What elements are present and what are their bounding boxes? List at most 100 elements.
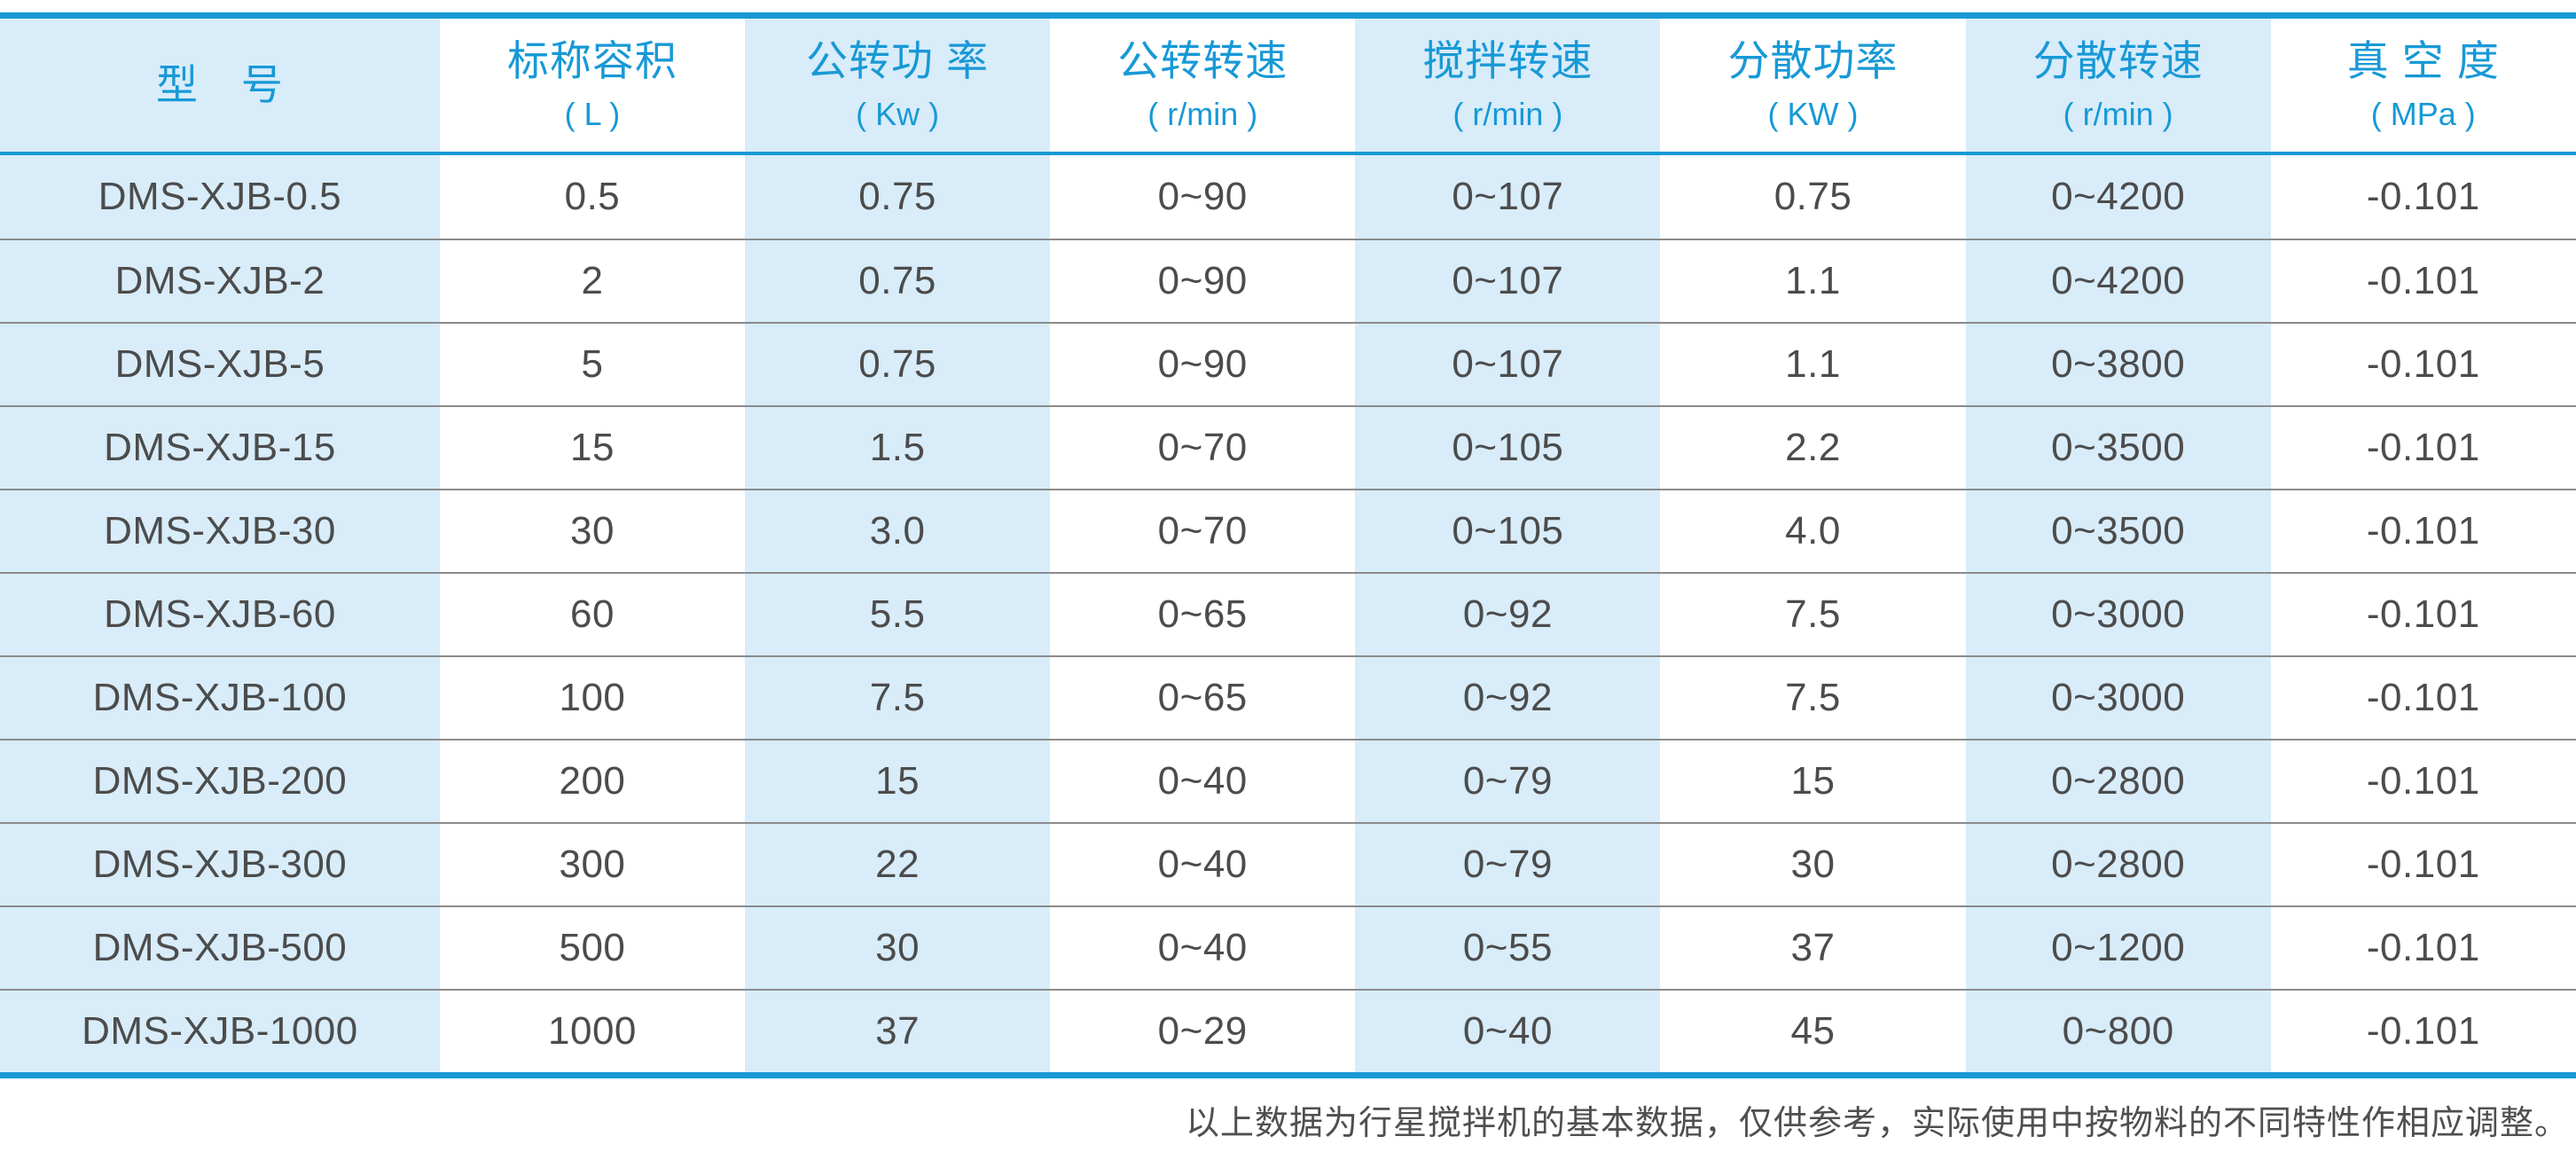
top-margin — [0, 0, 2576, 12]
cell-stir-speed: 0~55 — [1355, 907, 1661, 989]
cell-capacity: 0.5 — [439, 155, 746, 239]
header-unit: ( r/min ) — [2063, 96, 2173, 133]
cell-disperse-power: 15 — [1660, 741, 1966, 822]
cell-stir-speed: 0~105 — [1355, 490, 1661, 572]
header-unit: ( L ) — [564, 96, 621, 133]
cell-disperse-speed: 0~3500 — [1965, 490, 2271, 572]
cell-capacity: 1000 — [439, 991, 746, 1072]
table-row: DMS-XJB-0.5 0.5 0.75 0~90 0~107 0.75 0~4… — [0, 155, 2576, 239]
cell-revolution-power: 37 — [745, 991, 1051, 1072]
cell-model: DMS-XJB-0.5 — [0, 155, 440, 239]
table-bottom-border — [0, 1072, 2576, 1078]
cell-model: DMS-XJB-100 — [0, 657, 440, 739]
cell-capacity: 200 — [439, 741, 746, 822]
header-label: 公转转速 — [1117, 36, 1288, 84]
cell-disperse-speed: 0~800 — [1965, 991, 2271, 1072]
cell-revolution-speed: 0~65 — [1050, 574, 1356, 655]
cell-model: DMS-XJB-300 — [0, 824, 440, 905]
header-label: 搅拌转速 — [1422, 36, 1593, 84]
cell-disperse-speed: 0~3000 — [1965, 657, 2271, 739]
footer: 以上数据为行星搅拌机的基本数据，仅供参考，实际使用中按物料的不同特性作相应调整。 — [0, 1078, 2576, 1152]
cell-stir-speed: 0~92 — [1355, 657, 1661, 739]
cell-model: DMS-XJB-60 — [0, 574, 440, 655]
table-row: DMS-XJB-30 30 3.0 0~70 0~105 4.0 0~3500 … — [0, 489, 2576, 572]
cell-disperse-power: 1.1 — [1660, 324, 1966, 405]
cell-revolution-speed: 0~65 — [1050, 657, 1356, 739]
cell-revolution-speed: 0~40 — [1050, 907, 1356, 989]
cell-disperse-speed: 0~2800 — [1965, 741, 2271, 822]
footnote-text: 以上数据为行星搅拌机的基本数据，仅供参考，实际使用中按物料的不同特性作相应调整。 — [1185, 1103, 2569, 1142]
header-label: 型 号 — [155, 60, 284, 108]
cell-disperse-speed: 0~2800 — [1965, 824, 2271, 905]
cell-stir-speed: 0~79 — [1355, 824, 1661, 905]
cell-disperse-speed: 0~3000 — [1965, 574, 2271, 655]
header-label: 分散转速 — [2032, 36, 2204, 84]
header-cell-vacuum: 真 空 度 ( MPa ) — [2270, 19, 2576, 152]
header-cell-capacity: 标称容积 ( L ) — [439, 19, 746, 152]
header-underline — [0, 152, 2576, 155]
header-label: 真 空 度 — [2346, 36, 2500, 84]
header-label: 分散功率 — [1727, 36, 1899, 84]
header-cell-revolution-power: 公转功 率 ( Kw ) — [745, 19, 1051, 152]
cell-disperse-power: 7.5 — [1660, 657, 1966, 739]
cell-revolution-power: 0.75 — [745, 240, 1051, 322]
cell-stir-speed: 0~107 — [1355, 155, 1661, 239]
cell-disperse-speed: 0~3800 — [1965, 324, 2271, 405]
table-row: DMS-XJB-15 15 1.5 0~70 0~105 2.2 0~3500 … — [0, 405, 2576, 489]
header-cell-model: 型 号 — [0, 19, 440, 152]
cell-revolution-power: 15 — [745, 741, 1051, 822]
cell-capacity: 100 — [439, 657, 746, 739]
cell-revolution-speed: 0~29 — [1050, 991, 1356, 1072]
cell-vacuum: -0.101 — [2270, 240, 2576, 322]
cell-capacity: 60 — [439, 574, 746, 655]
cell-stir-speed: 0~92 — [1355, 574, 1661, 655]
cell-vacuum: -0.101 — [2270, 407, 2576, 489]
cell-disperse-speed: 0~4200 — [1965, 240, 2271, 322]
cell-vacuum: -0.101 — [2270, 155, 2576, 239]
cell-capacity: 500 — [439, 907, 746, 989]
cell-model: DMS-XJB-30 — [0, 490, 440, 572]
header-cell-revolution-speed: 公转转速 ( r/min ) — [1050, 19, 1356, 152]
cell-disperse-power: 37 — [1660, 907, 1966, 989]
cell-disperse-power: 45 — [1660, 991, 1966, 1072]
table-row: DMS-XJB-200 200 15 0~40 0~79 15 0~2800 -… — [0, 739, 2576, 822]
cell-revolution-power: 0.75 — [745, 324, 1051, 405]
cell-revolution-speed: 0~40 — [1050, 824, 1356, 905]
cell-disperse-speed: 0~1200 — [1965, 907, 2271, 989]
table-row: DMS-XJB-1000 1000 37 0~29 0~40 45 0~800 … — [0, 989, 2576, 1072]
cell-capacity: 15 — [439, 407, 746, 489]
header-label: 标称容积 — [506, 36, 677, 84]
cell-revolution-speed: 0~70 — [1050, 490, 1356, 572]
cell-capacity: 2 — [439, 240, 746, 322]
cell-revolution-speed: 0~90 — [1050, 324, 1356, 405]
header-cell-disperse-speed: 分散转速 ( r/min ) — [1965, 19, 2271, 152]
cell-stir-speed: 0~107 — [1355, 324, 1661, 405]
header-unit: ( r/min ) — [1147, 96, 1258, 133]
cell-revolution-power: 3.0 — [745, 490, 1051, 572]
cell-model: DMS-XJB-15 — [0, 407, 440, 489]
header-label: 公转功 率 — [806, 36, 990, 84]
cell-capacity: 300 — [439, 824, 746, 905]
cell-disperse-power: 1.1 — [1660, 240, 1966, 322]
cell-stir-speed: 0~40 — [1355, 991, 1661, 1072]
cell-vacuum: -0.101 — [2270, 741, 2576, 822]
header-unit: ( r/min ) — [1452, 96, 1563, 133]
cell-model: DMS-XJB-2 — [0, 240, 440, 322]
cell-disperse-power: 4.0 — [1660, 490, 1966, 572]
cell-disperse-speed: 0~3500 — [1965, 407, 2271, 489]
cell-revolution-speed: 0~90 — [1050, 240, 1356, 322]
cell-capacity: 30 — [439, 490, 746, 572]
cell-disperse-power: 2.2 — [1660, 407, 1966, 489]
cell-disperse-speed: 0~4200 — [1965, 155, 2271, 239]
table-row: DMS-XJB-2 2 0.75 0~90 0~107 1.1 0~4200 -… — [0, 239, 2576, 322]
cell-disperse-power: 7.5 — [1660, 574, 1966, 655]
cell-vacuum: -0.101 — [2270, 824, 2576, 905]
cell-revolution-power: 30 — [745, 907, 1051, 989]
cell-revolution-power: 1.5 — [745, 407, 1051, 489]
header-unit: ( Kw ) — [856, 96, 940, 133]
table-row: DMS-XJB-500 500 30 0~40 0~55 37 0~1200 -… — [0, 905, 2576, 989]
header-unit: ( KW ) — [1767, 96, 1859, 133]
cell-model: DMS-XJB-5 — [0, 324, 440, 405]
cell-revolution-power: 5.5 — [745, 574, 1051, 655]
